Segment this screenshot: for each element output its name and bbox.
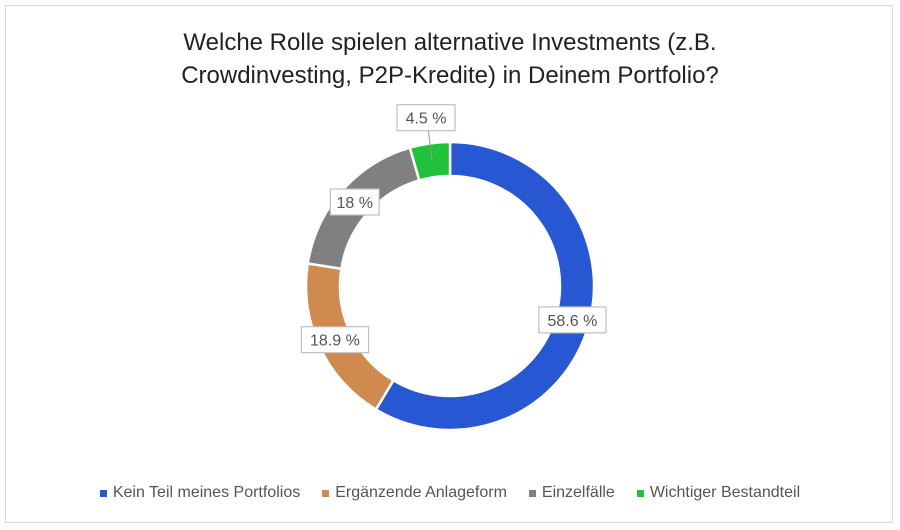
legend-swatch <box>99 489 107 497</box>
donut-slice <box>374 140 596 432</box>
title-line-1: Welche Rolle spielen alternative Investm… <box>183 29 717 56</box>
donut-slice <box>408 140 452 182</box>
data-label: 4.5 % <box>396 104 456 132</box>
legend-item-wichtiger: Wichtiger Bestandteil <box>636 484 801 502</box>
legend-label: Ergänzende Anlageform <box>335 484 507 501</box>
legend-item-ergaenzende: Ergänzende Anlageform <box>322 484 507 502</box>
data-label: 18.9 % <box>300 326 370 354</box>
data-label-box <box>300 326 370 354</box>
legend-item-kein-teil: Kein Teil meines Portfolios <box>99 484 301 502</box>
data-label-text: 58.6 % <box>547 313 597 330</box>
data-label: 18 % <box>329 188 380 216</box>
legend-swatch <box>528 489 536 497</box>
data-label-box <box>329 188 380 216</box>
legend-item-einzelfaelle: Einzelfälle <box>528 484 615 502</box>
chart-title: Welche Rolle spielen alternative Investm… <box>0 26 900 92</box>
data-label-box <box>538 306 607 334</box>
legend-swatch <box>636 489 644 497</box>
data-label-text: 18 % <box>337 195 373 212</box>
data-label-box <box>396 104 456 132</box>
data-label: 58.6 % <box>538 306 607 334</box>
chart-frame <box>5 5 893 523</box>
data-label-text: 18.9 % <box>310 333 360 350</box>
legend: Kein Teil meines Portfolios Ergänzende A… <box>0 484 900 502</box>
legend-label: Kein Teil meines Portfolios <box>112 484 301 501</box>
leader-line <box>427 128 433 161</box>
title-line-2: Crowdinvesting, P2P-Kredite) in Deinem P… <box>181 62 719 89</box>
legend-swatch <box>322 489 330 497</box>
legend-label: Wichtiger Bestandteil <box>649 484 801 501</box>
data-label-text: 4.5 % <box>406 111 447 128</box>
legend-label: Einzelfälle <box>541 484 615 501</box>
